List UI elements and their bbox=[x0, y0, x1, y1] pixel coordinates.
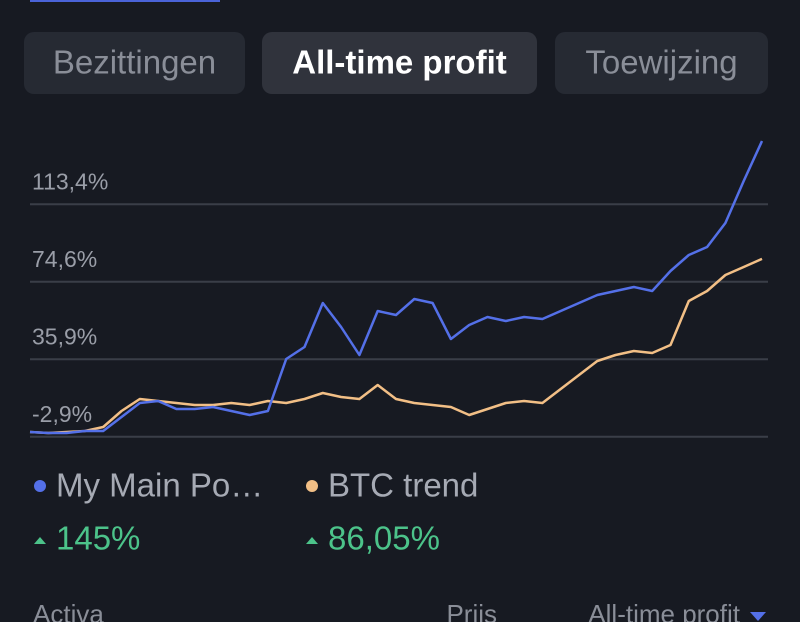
column-header[interactable]: All-time profit bbox=[588, 599, 740, 622]
top-indicator bbox=[30, 0, 220, 2]
series-line bbox=[29, 257, 763, 435]
y-tick-label: -2,9% bbox=[32, 401, 92, 427]
tab-label[interactable]: All-time profit bbox=[292, 44, 506, 81]
tab[interactable]: All-time profit bbox=[262, 32, 537, 94]
tab-label[interactable]: Bezittingen bbox=[53, 44, 216, 81]
change-value: 86,05% bbox=[328, 520, 440, 557]
tab[interactable]: Bezittingen bbox=[24, 32, 245, 94]
tab-background[interactable] bbox=[24, 32, 245, 94]
series-line bbox=[29, 140, 764, 435]
legend-dot bbox=[34, 480, 46, 492]
y-tick-label: 35,9% bbox=[32, 323, 97, 349]
column-header[interactable]: Activa bbox=[33, 599, 104, 622]
tab-background[interactable] bbox=[555, 32, 768, 94]
change-arrow bbox=[34, 537, 46, 544]
legend-dot bbox=[306, 480, 318, 492]
sort-icon[interactable] bbox=[750, 612, 766, 621]
change-value: 145% bbox=[56, 520, 140, 557]
y-tick-label: 74,6% bbox=[32, 246, 97, 272]
y-tick-label: 113,4% bbox=[32, 168, 108, 194]
legend-label: BTC trend bbox=[328, 467, 478, 504]
tab-background[interactable] bbox=[262, 32, 537, 94]
tab[interactable]: Toewijzing bbox=[555, 32, 768, 94]
tab-label[interactable]: Toewijzing bbox=[585, 44, 737, 81]
legend-label: My Main Po… bbox=[56, 467, 263, 504]
column-header[interactable]: Prijs bbox=[446, 599, 497, 622]
change-arrow bbox=[306, 537, 318, 544]
